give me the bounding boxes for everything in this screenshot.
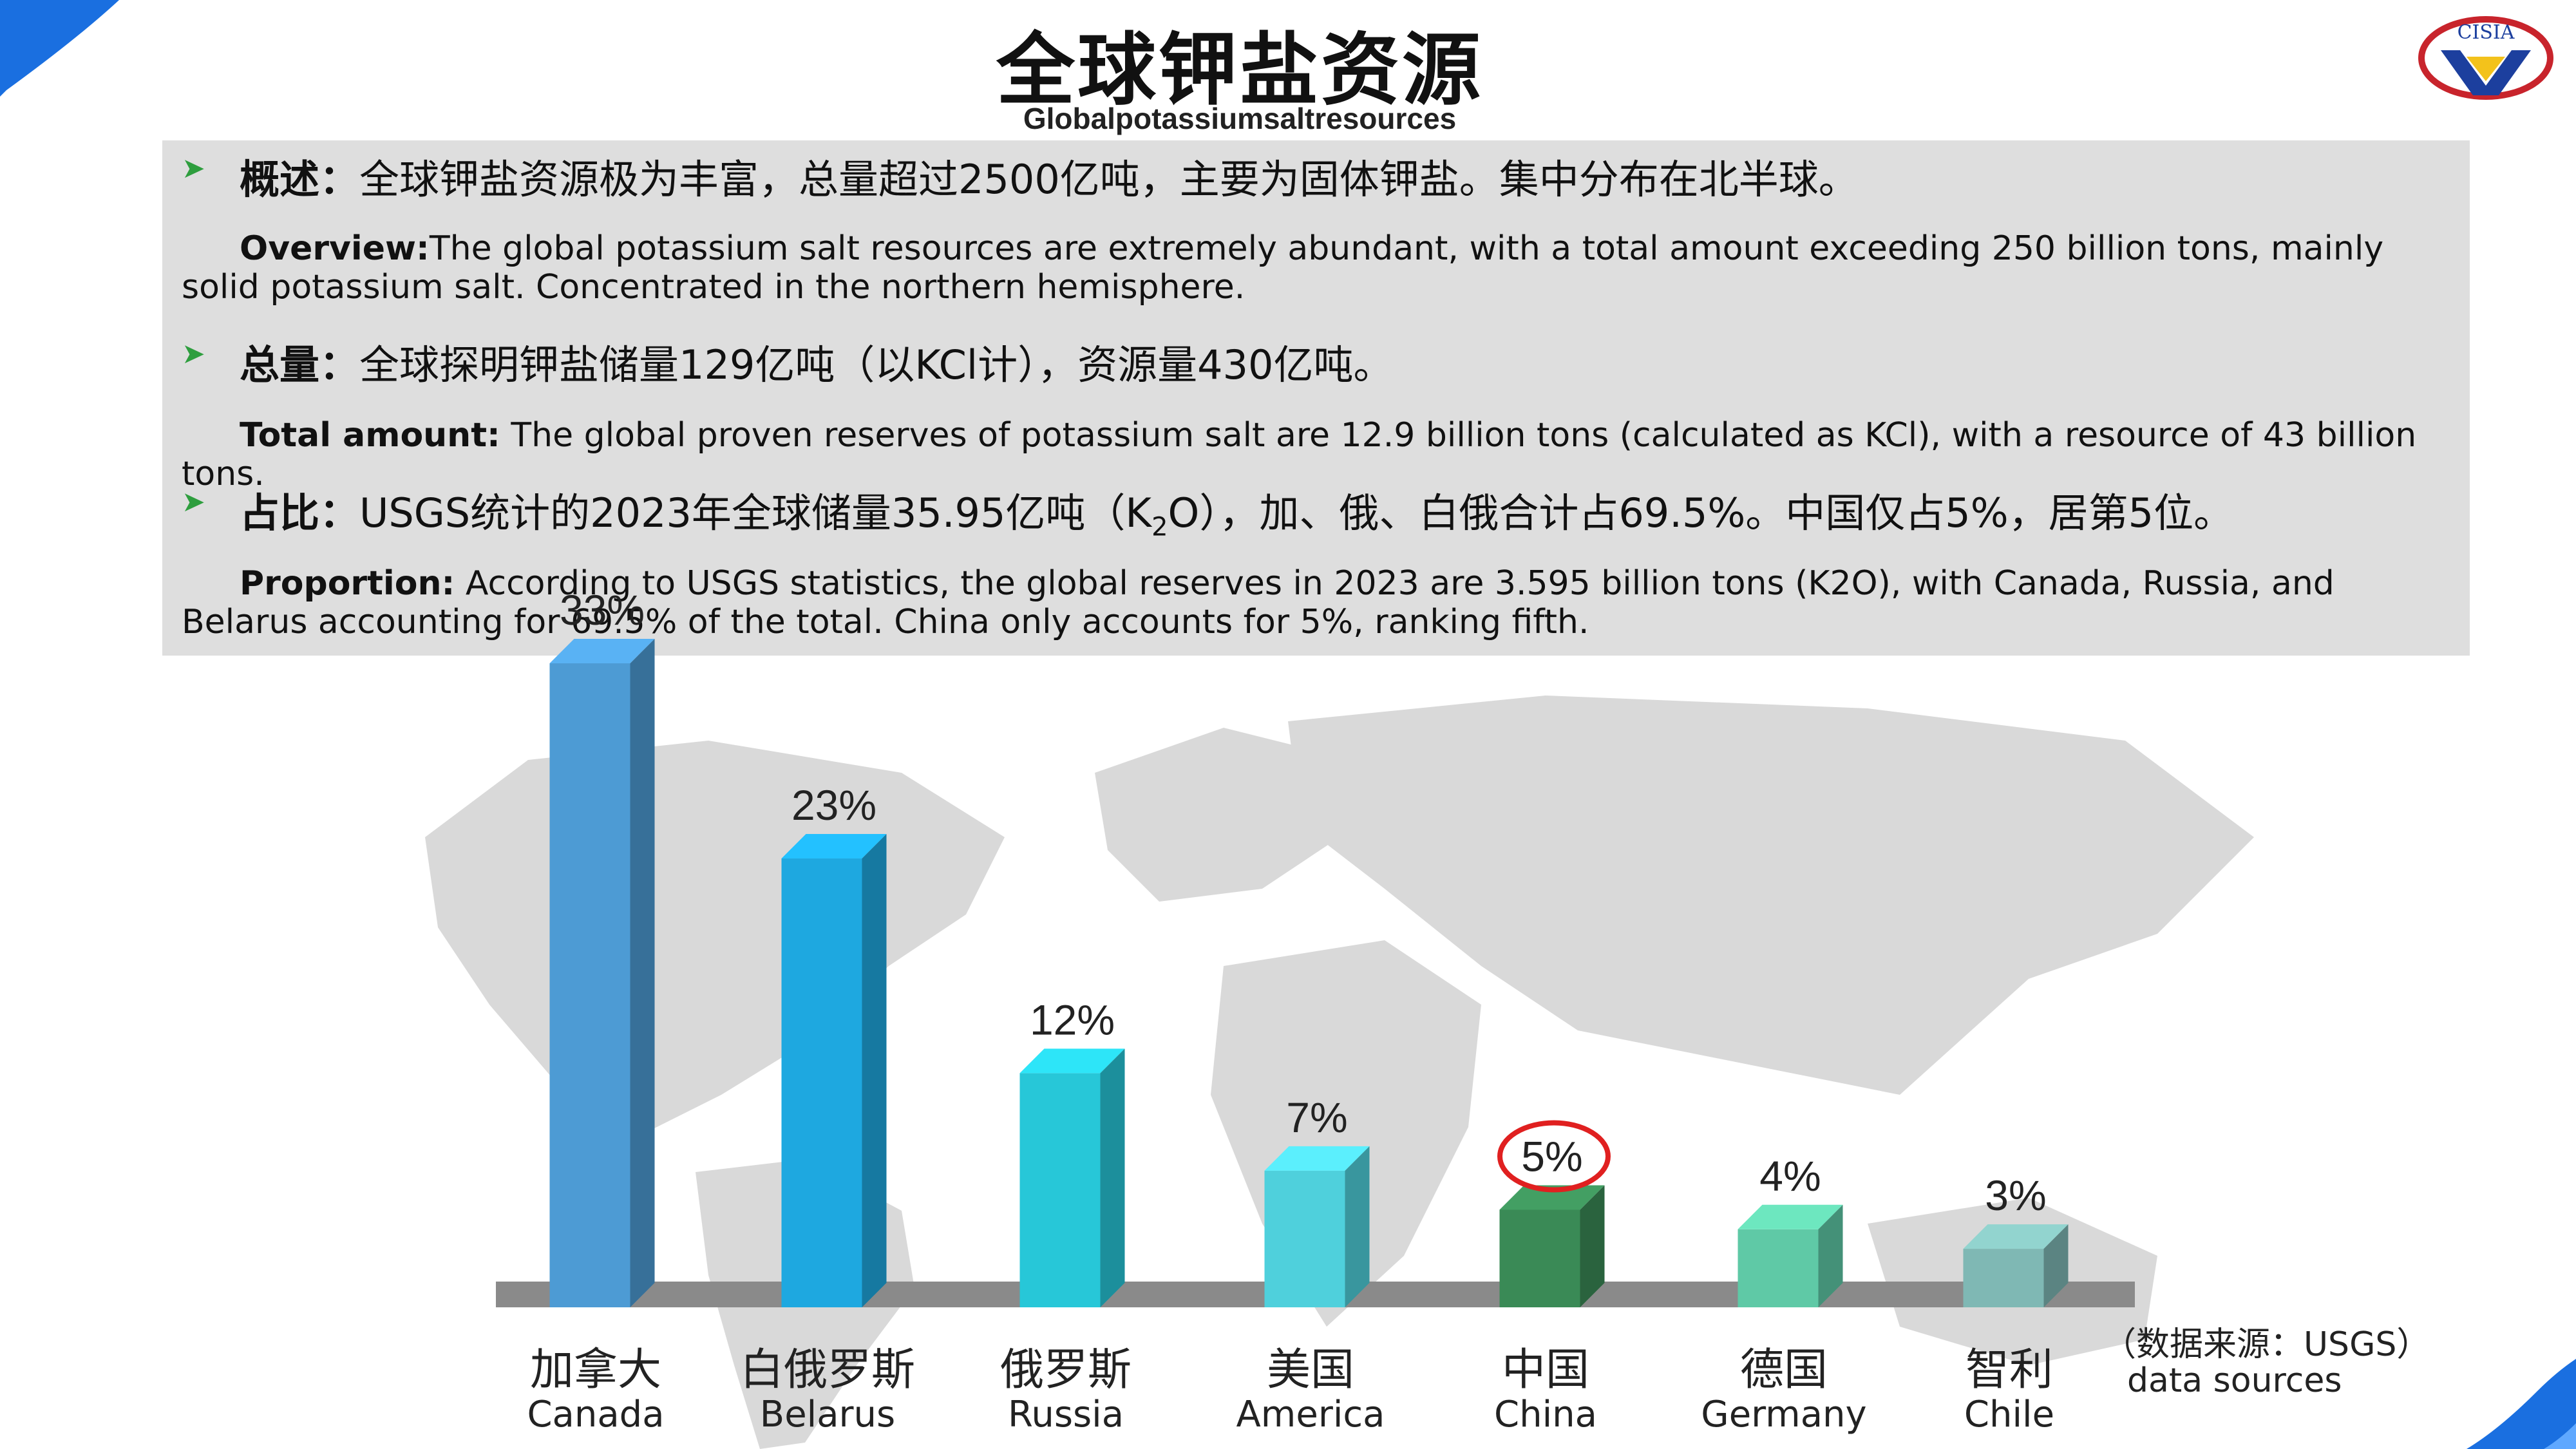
value-label: 12% xyxy=(1030,996,1115,1043)
page-subtitle: Globalpotassiumsaltresources xyxy=(1023,102,1457,135)
value-label: 7% xyxy=(1286,1094,1347,1141)
bar-belarus xyxy=(781,834,887,1307)
category-label-cn: 白俄罗斯 xyxy=(740,1345,915,1396)
bar-germany xyxy=(1738,1204,1843,1307)
bullet-overview-cn: ➤ 概述：全球钾盐资源极为丰富，总量超过2500亿吨，主要为固体钾盐。集中分布在… xyxy=(182,152,1859,203)
corner-decoration-bottom-right xyxy=(2467,1359,2576,1449)
overview-en: Overview:The global potassium salt resou… xyxy=(182,229,2384,307)
category-label-cn: 美国 xyxy=(1267,1345,1354,1396)
bar-russia xyxy=(1019,1048,1125,1307)
category-label-en: Chile xyxy=(1964,1394,2054,1435)
category-label-en: Belarus xyxy=(760,1394,895,1435)
info-panel: ➤ 概述：全球钾盐资源极为丰富，总量超过2500亿吨，主要为固体钾盐。集中分布在… xyxy=(162,140,2470,656)
bullet-arrow-icon: ➤ xyxy=(182,486,205,518)
bullet-proportion-cn: ➤ 占比：USGS统计的2023年全球储量35.95亿吨（K2O），加、俄、白俄… xyxy=(182,486,2234,542)
value-label: 33% xyxy=(560,586,645,634)
bullet-arrow-icon: ➤ xyxy=(182,337,205,370)
bar-chile xyxy=(1963,1224,2069,1307)
proportion-en: Proportion: According to USGS statistics… xyxy=(182,564,2334,641)
bullet-total-cn: ➤ 总量：全球探明钾盐储量129亿吨（以KCl计），资源量430亿吨。 xyxy=(182,337,1394,388)
value-label: 5% xyxy=(1521,1132,1582,1180)
cisia-logo: CISIA xyxy=(2418,16,2553,100)
bullet-arrow-icon: ➤ xyxy=(182,152,205,185)
category-label-en: China xyxy=(1494,1394,1597,1435)
category-label-cn: 中国 xyxy=(1502,1345,1589,1396)
value-label: 3% xyxy=(1985,1171,2046,1219)
value-label: 4% xyxy=(1759,1152,1821,1200)
total-en: Total amount: The global proven reserves… xyxy=(182,416,2417,493)
highlight-circle xyxy=(1497,1120,1611,1193)
source-line-cn: （数据来源：USGS） xyxy=(2103,1325,2430,1364)
data-source-note: （数据来源：USGS） data sources xyxy=(2103,1327,2430,1399)
bar-china xyxy=(1499,1185,1605,1307)
bars-group xyxy=(549,639,2069,1307)
bar-canada xyxy=(549,639,655,1307)
category-label-cn: 智利 xyxy=(1965,1345,2053,1396)
category-label-en: America xyxy=(1236,1394,1385,1435)
source-line-en: data sources xyxy=(2127,1361,2342,1400)
logo-text: CISIA xyxy=(2458,21,2515,44)
category-label-cn: 俄罗斯 xyxy=(1000,1345,1132,1396)
bar-america xyxy=(1264,1146,1370,1307)
category-label-en: Germany xyxy=(1701,1394,1866,1435)
category-label-en: Russia xyxy=(1008,1394,1124,1435)
world-map-background xyxy=(425,696,2254,1449)
corner-decoration-top-left xyxy=(0,0,119,97)
page-title: 全球钾盐资源 xyxy=(996,24,1483,116)
category-label-cn: 加拿大 xyxy=(530,1345,661,1396)
value-label: 23% xyxy=(791,781,876,829)
category-label-en: Canada xyxy=(527,1394,664,1435)
category-label-cn: 德国 xyxy=(1740,1345,1828,1396)
